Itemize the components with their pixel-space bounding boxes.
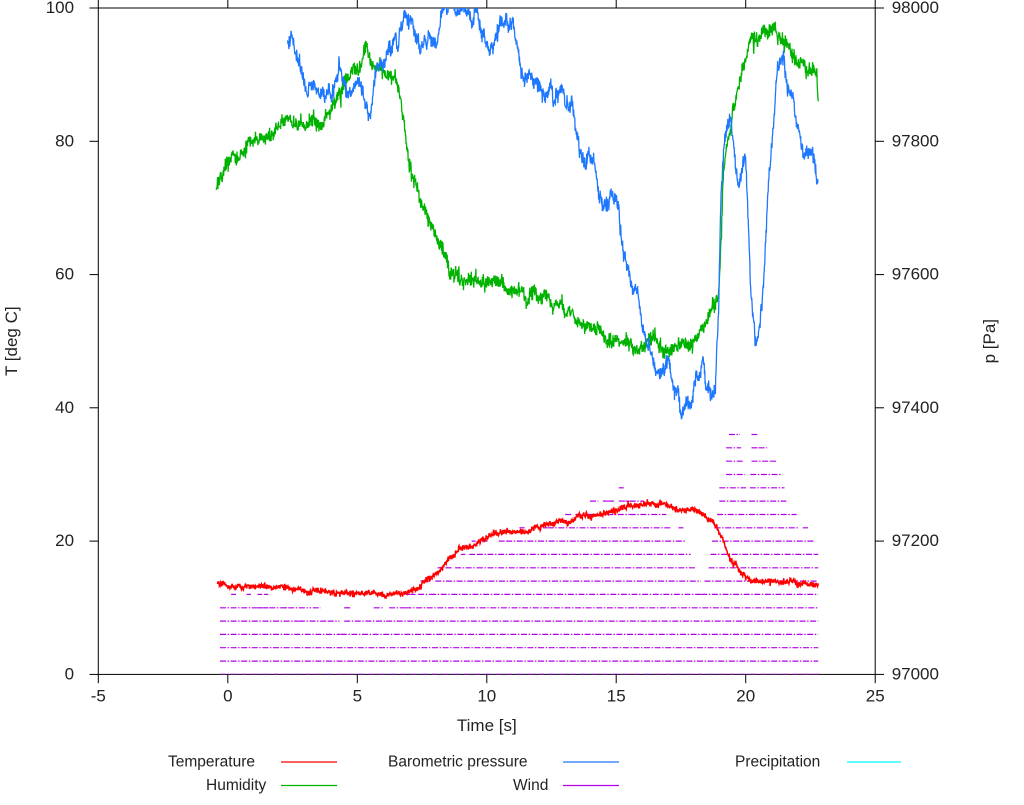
svg-text:Temperature: Temperature [168,754,255,771]
svg-text:-5: -5 [91,686,106,705]
svg-text:98000: 98000 [892,0,939,17]
svg-text:80: 80 [55,131,74,150]
svg-text:p [Pa]: p [Pa] [980,319,999,363]
svg-text:Humidity: Humidity [206,777,267,794]
svg-text:97400: 97400 [892,398,939,417]
svg-text:10: 10 [477,686,496,705]
svg-text:Barometric pressure: Barometric pressure [388,754,528,771]
svg-text:Wind: Wind [513,777,548,794]
svg-text:Time [s]: Time [s] [457,716,517,735]
svg-text:100: 100 [46,0,74,17]
svg-text:97000: 97000 [892,664,939,683]
svg-text:40: 40 [55,398,74,417]
svg-text:20: 20 [55,531,74,550]
svg-text:T [deg C]: T [deg C] [2,306,21,376]
svg-text:0: 0 [65,664,74,683]
svg-text:97200: 97200 [892,531,939,550]
svg-text:0: 0 [223,686,232,705]
svg-text:97800: 97800 [892,131,939,150]
svg-text:97600: 97600 [892,265,939,284]
svg-text:60: 60 [55,265,74,284]
svg-text:25: 25 [866,686,885,705]
svg-text:15: 15 [607,686,626,705]
svg-text:5: 5 [353,686,362,705]
svg-text:20: 20 [736,686,755,705]
svg-text:Precipitation: Precipitation [735,754,820,771]
